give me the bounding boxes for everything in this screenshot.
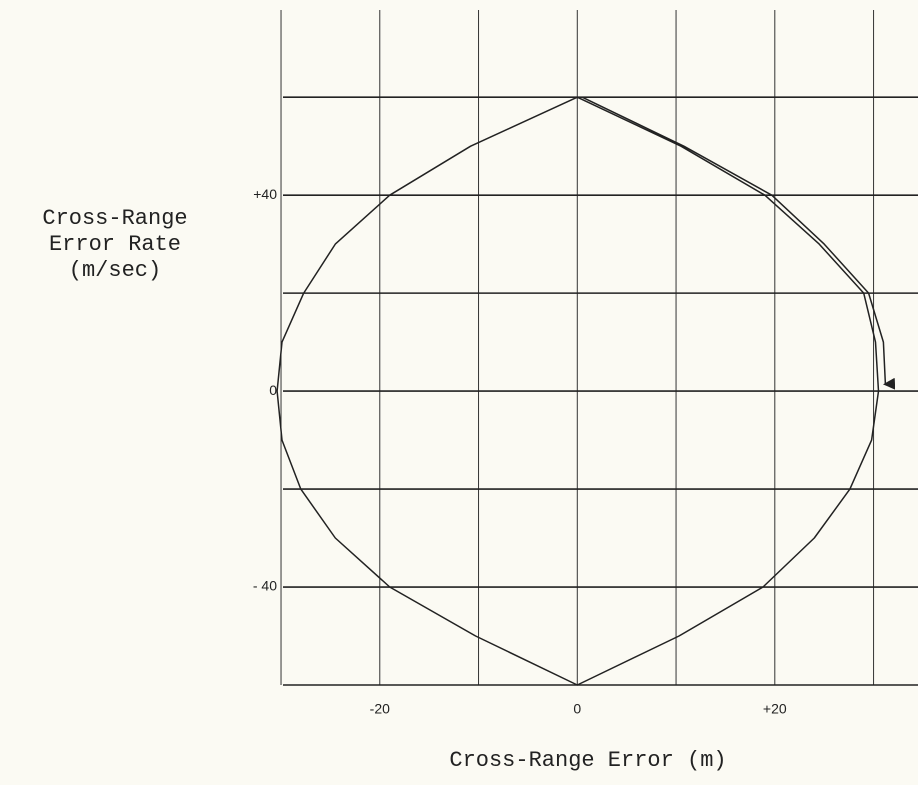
y-axis-label: Cross-Range xyxy=(42,206,187,231)
x-tick-label: 0 xyxy=(573,701,581,717)
y-tick-label: 0 xyxy=(269,382,277,398)
y-axis-label: Error Rate xyxy=(49,232,181,257)
x-tick-label: +20 xyxy=(763,701,787,717)
y-tick-label: +40 xyxy=(253,186,277,202)
x-axis-label: Cross-Range Error (m) xyxy=(449,748,726,773)
y-tick-label: - 40 xyxy=(253,578,277,594)
x-tick-label: -20 xyxy=(370,701,390,717)
trajectory-line xyxy=(276,96,896,686)
y-axis-label: (m/sec) xyxy=(69,258,161,283)
